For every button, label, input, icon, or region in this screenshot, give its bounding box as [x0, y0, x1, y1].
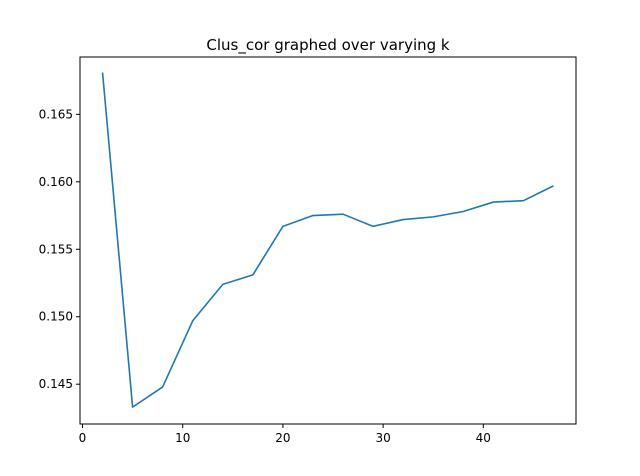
y-tick-label: 0.160 — [39, 175, 73, 189]
x-tick-label: 30 — [375, 431, 390, 445]
plot-area: 0 10 20 30 40 0.145 0.150 0.155 0.160 0.165 — [39, 72, 554, 445]
series-line-0 — [101, 72, 554, 408]
chart-title: Clus_cor graphed over varying k — [206, 36, 450, 55]
x-tick-label: 10 — [175, 431, 190, 445]
y-tick-label: 0.165 — [39, 107, 73, 121]
axes-frame — [79, 56, 577, 425]
y-tick-label: 0.155 — [39, 242, 73, 256]
x-tick-label: 0 — [79, 431, 87, 445]
x-tick-label: 20 — [275, 431, 290, 445]
y-tick-label: 0.145 — [39, 377, 73, 391]
x-tick-label: 40 — [476, 431, 491, 445]
y-tick-label: 0.150 — [39, 310, 73, 324]
